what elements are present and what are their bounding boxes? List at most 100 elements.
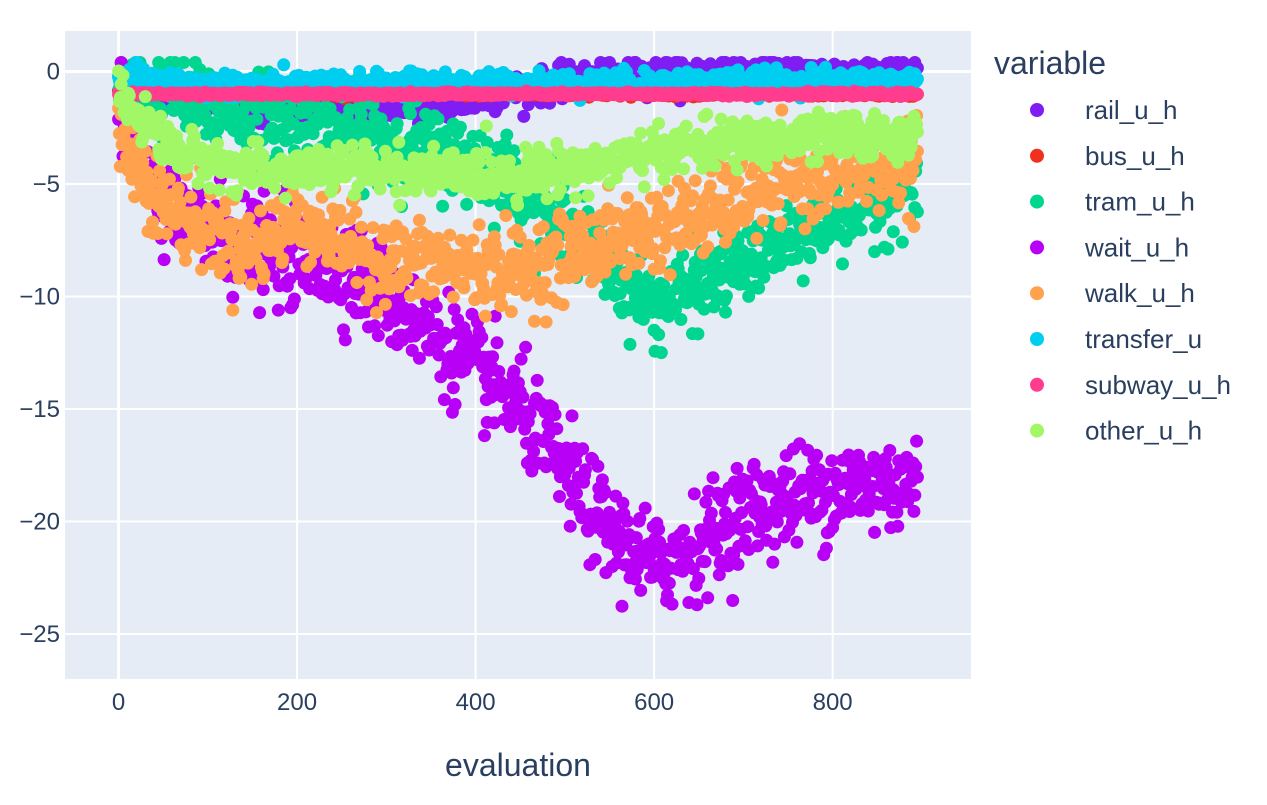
data-point <box>819 541 833 555</box>
data-point <box>519 340 533 354</box>
data-point <box>453 120 467 134</box>
data-point <box>701 240 715 254</box>
data-point <box>550 422 564 436</box>
data-point <box>771 197 785 211</box>
data-point <box>245 277 259 291</box>
data-point <box>620 191 634 205</box>
data-point <box>349 205 363 219</box>
data-point <box>472 218 486 232</box>
data-point <box>412 213 426 227</box>
data-point <box>750 231 764 245</box>
data-point <box>646 242 660 256</box>
data-point <box>486 350 500 364</box>
data-point <box>653 254 667 268</box>
data-point <box>692 571 706 585</box>
data-point <box>576 442 590 456</box>
data-point <box>661 184 675 198</box>
data-point <box>632 256 646 270</box>
data-point <box>891 519 905 533</box>
data-point <box>443 228 457 242</box>
data-point <box>168 56 182 69</box>
data-point <box>638 501 652 515</box>
data-point <box>226 290 240 304</box>
data-point <box>706 471 720 485</box>
data-point <box>448 398 462 411</box>
data-point <box>565 409 579 423</box>
data-point <box>436 199 450 213</box>
data-point <box>271 303 285 317</box>
data-point <box>731 557 745 571</box>
data-point <box>475 331 489 344</box>
data-point <box>910 434 924 448</box>
data-point <box>719 305 732 319</box>
data-point <box>390 117 404 131</box>
data-point <box>217 262 231 276</box>
data-points <box>112 56 924 613</box>
data-point <box>662 576 676 590</box>
data-point <box>663 268 677 282</box>
data-point <box>234 270 248 284</box>
data-point <box>466 233 480 247</box>
data-point <box>588 553 602 566</box>
data-point <box>665 597 679 611</box>
data-point <box>507 364 521 378</box>
data-point <box>698 555 712 569</box>
data-point <box>514 352 528 366</box>
data-point <box>480 136 494 149</box>
data-point <box>446 290 460 304</box>
data-point <box>499 209 513 222</box>
data-point <box>171 181 185 195</box>
data-point <box>620 514 634 528</box>
data-point <box>371 329 385 343</box>
data-point <box>226 303 240 317</box>
data-point <box>623 337 637 351</box>
data-point <box>774 216 788 230</box>
data-point <box>500 128 514 142</box>
data-point <box>160 227 174 241</box>
data-point <box>354 220 368 234</box>
data-point <box>267 131 281 145</box>
data-point <box>731 175 745 189</box>
data-point <box>860 194 874 208</box>
data-point <box>490 336 504 350</box>
data-point <box>649 56 663 69</box>
data-point <box>553 490 566 503</box>
data-point <box>766 555 780 569</box>
data-point <box>333 203 347 217</box>
data-point <box>460 197 474 211</box>
data-point <box>548 408 562 422</box>
data-point <box>427 285 441 299</box>
data-point <box>810 448 824 462</box>
data-point <box>652 522 666 536</box>
data-point <box>796 274 810 288</box>
data-point <box>354 107 368 121</box>
data-point <box>687 487 701 501</box>
data-point <box>886 225 900 239</box>
data-point <box>690 598 704 612</box>
data-point <box>199 127 213 141</box>
data-point <box>152 56 166 69</box>
data-point <box>257 267 271 281</box>
data-point <box>726 594 740 607</box>
data-point <box>803 251 817 265</box>
data-point <box>591 459 605 473</box>
data-point <box>507 144 521 158</box>
data-point <box>907 220 921 233</box>
data-point <box>253 306 267 320</box>
data-point <box>522 239 536 252</box>
data-point <box>539 315 553 329</box>
data-point <box>242 211 256 225</box>
data-point <box>530 373 544 387</box>
data-point <box>654 346 668 360</box>
data-point <box>265 121 279 135</box>
data-point <box>836 257 849 271</box>
data-point <box>517 109 531 123</box>
data-point <box>570 486 583 500</box>
data-point <box>783 467 797 481</box>
data-point <box>403 107 417 121</box>
data-point <box>184 190 198 204</box>
data-point <box>157 253 171 267</box>
data-point <box>556 298 570 312</box>
data-point <box>907 504 921 518</box>
